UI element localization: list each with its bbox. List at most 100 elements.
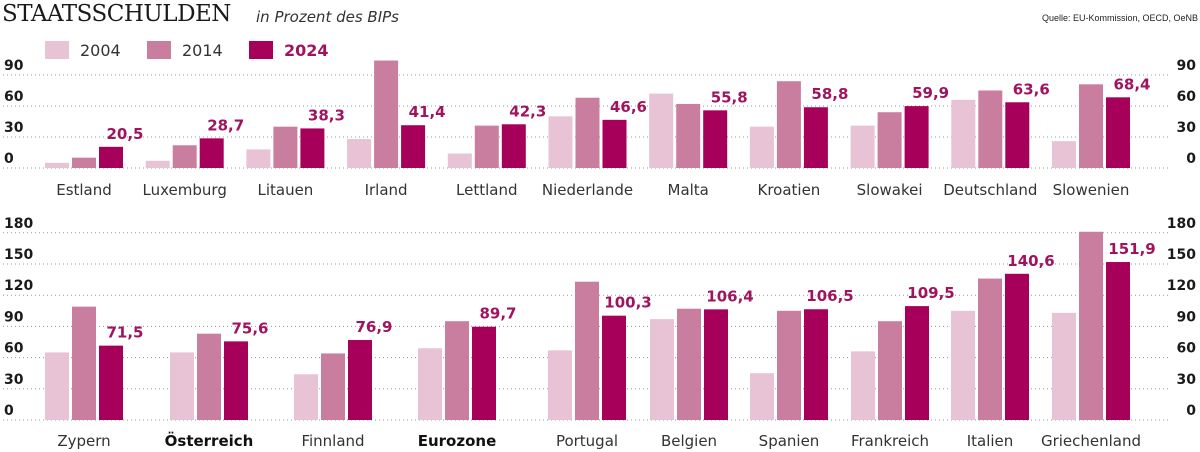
bar-2024 xyxy=(1106,97,1130,168)
data-label-2024: 89,7 xyxy=(479,305,516,323)
bar-2004 xyxy=(548,350,572,420)
category-label: Spanien xyxy=(759,432,820,450)
category-label: Frankreich xyxy=(851,432,929,450)
legend-label-2024: 2024 xyxy=(284,41,329,60)
bar-2014 xyxy=(676,103,701,168)
data-label-2024: 59,9 xyxy=(912,84,949,102)
bar-2004 xyxy=(548,116,573,168)
y-tick-right: 120 xyxy=(1167,278,1196,294)
data-label-2024: 28,7 xyxy=(207,116,244,134)
bar-2024 xyxy=(99,146,123,168)
bar-2014 xyxy=(1079,231,1103,420)
category-label: Finnland xyxy=(301,432,364,450)
data-label-2024: 46,6 xyxy=(610,98,647,116)
source-note: Quelle: EU-Kommission, OECD, OeNB xyxy=(1041,13,1198,23)
bar-2024 xyxy=(804,309,828,420)
bar-2014 xyxy=(374,60,399,168)
y-tick-right: 0 xyxy=(1186,151,1196,167)
bar-2004 xyxy=(650,319,674,420)
category-label: Zypern xyxy=(57,432,110,450)
bar-2024 xyxy=(1005,102,1030,168)
bar-2014 xyxy=(575,97,600,168)
y-tick-right: 0 xyxy=(1186,403,1196,419)
bar-2014 xyxy=(273,126,298,168)
y-tick-right: 150 xyxy=(1167,247,1196,263)
bar-2004 xyxy=(649,93,674,168)
bar-2024 xyxy=(704,309,728,420)
y-tick-right: 90 xyxy=(1177,58,1197,74)
chart-subtitle: in Prozent des BIPs xyxy=(256,8,399,26)
data-label-2024: 75,6 xyxy=(231,319,268,337)
category-label: Italien xyxy=(967,432,1014,450)
category-label: Niederlande xyxy=(542,181,633,199)
bar-2014 xyxy=(877,112,902,168)
y-tick-left: 180 xyxy=(4,216,33,232)
data-label-2024: 140,6 xyxy=(1007,252,1054,270)
chart-panel-top: 0 0 30 30 60 60 90 90 20,5 Estland 28,7 Luxemburg 38… xyxy=(3,58,1196,199)
bar-2024 xyxy=(348,340,372,420)
bar-2014 xyxy=(72,157,96,168)
data-label-2024: 41,4 xyxy=(409,103,446,121)
y-tick-left: 0 xyxy=(4,151,14,167)
category-label: Estland xyxy=(56,181,112,199)
legend-label-2014: 2014 xyxy=(182,41,223,60)
bar-2004 xyxy=(145,160,170,168)
y-tick-left: 90 xyxy=(4,309,24,325)
bar-2014 xyxy=(197,333,221,420)
data-label-2024: 68,4 xyxy=(1113,75,1150,93)
bar-2024 xyxy=(199,138,224,168)
data-label-2024: 63,6 xyxy=(1013,80,1050,98)
bar-2024 xyxy=(905,306,929,420)
bar-2024 xyxy=(904,106,929,168)
bar-2024 xyxy=(703,110,728,168)
category-label: Malta xyxy=(668,181,709,199)
bar-2024 xyxy=(1106,262,1130,420)
category-label: Deutschland xyxy=(943,181,1037,199)
bar-2004 xyxy=(951,99,976,168)
category-label: Griechenland xyxy=(1041,432,1141,450)
data-label-2024: 100,3 xyxy=(604,294,651,312)
bar-2004 xyxy=(45,352,69,420)
category-label: Slowakei xyxy=(857,181,923,199)
bar-2004 xyxy=(951,310,975,420)
legend-label-2004: 2004 xyxy=(80,41,121,60)
bar-2004 xyxy=(45,162,69,168)
y-tick-right: 30 xyxy=(1177,120,1197,136)
chart-panel-bottom: 0 0 30 30 60 60 90 90 120 120 150 150 180 180 71,5 Zype… xyxy=(3,216,1196,450)
bar-2014 xyxy=(1079,84,1103,168)
category-label: Österreich xyxy=(165,431,254,450)
bar-2004 xyxy=(418,348,442,420)
category-label: Lettland xyxy=(456,181,517,199)
y-tick-right: 60 xyxy=(1177,341,1197,357)
bar-2024 xyxy=(602,315,626,420)
bar-2014 xyxy=(575,281,599,420)
bar-2014 xyxy=(321,353,345,420)
y-tick-left: 60 xyxy=(4,341,24,357)
data-label-2024: 109,5 xyxy=(907,284,954,302)
bar-2024 xyxy=(1005,273,1029,420)
data-label-2024: 58,8 xyxy=(811,85,848,103)
bar-2004 xyxy=(170,352,194,420)
legend: 2004 2014 2024 xyxy=(45,41,329,60)
bar-2004 xyxy=(246,149,271,168)
category-label: Belgien xyxy=(661,432,717,450)
legend-swatch-2014 xyxy=(147,41,171,59)
category-label: Irland xyxy=(365,181,408,199)
bar-2014 xyxy=(172,145,197,168)
data-label-2024: 76,9 xyxy=(355,318,392,336)
bar-2014 xyxy=(474,125,499,168)
bar-2014 xyxy=(445,321,469,420)
bar-2014 xyxy=(978,90,1003,168)
bar-2004 xyxy=(1052,312,1076,420)
bar-2014 xyxy=(878,321,902,420)
bar-2024 xyxy=(224,341,248,420)
bar-2024 xyxy=(803,107,828,168)
y-tick-left: 90 xyxy=(4,58,24,74)
category-label: Luxemburg xyxy=(143,181,227,199)
category-label: Slowenien xyxy=(1053,181,1130,199)
y-tick-left: 150 xyxy=(4,247,33,263)
bar-2014 xyxy=(777,310,801,420)
data-label-2024: 71,5 xyxy=(106,324,143,342)
y-tick-left: 60 xyxy=(4,89,24,105)
